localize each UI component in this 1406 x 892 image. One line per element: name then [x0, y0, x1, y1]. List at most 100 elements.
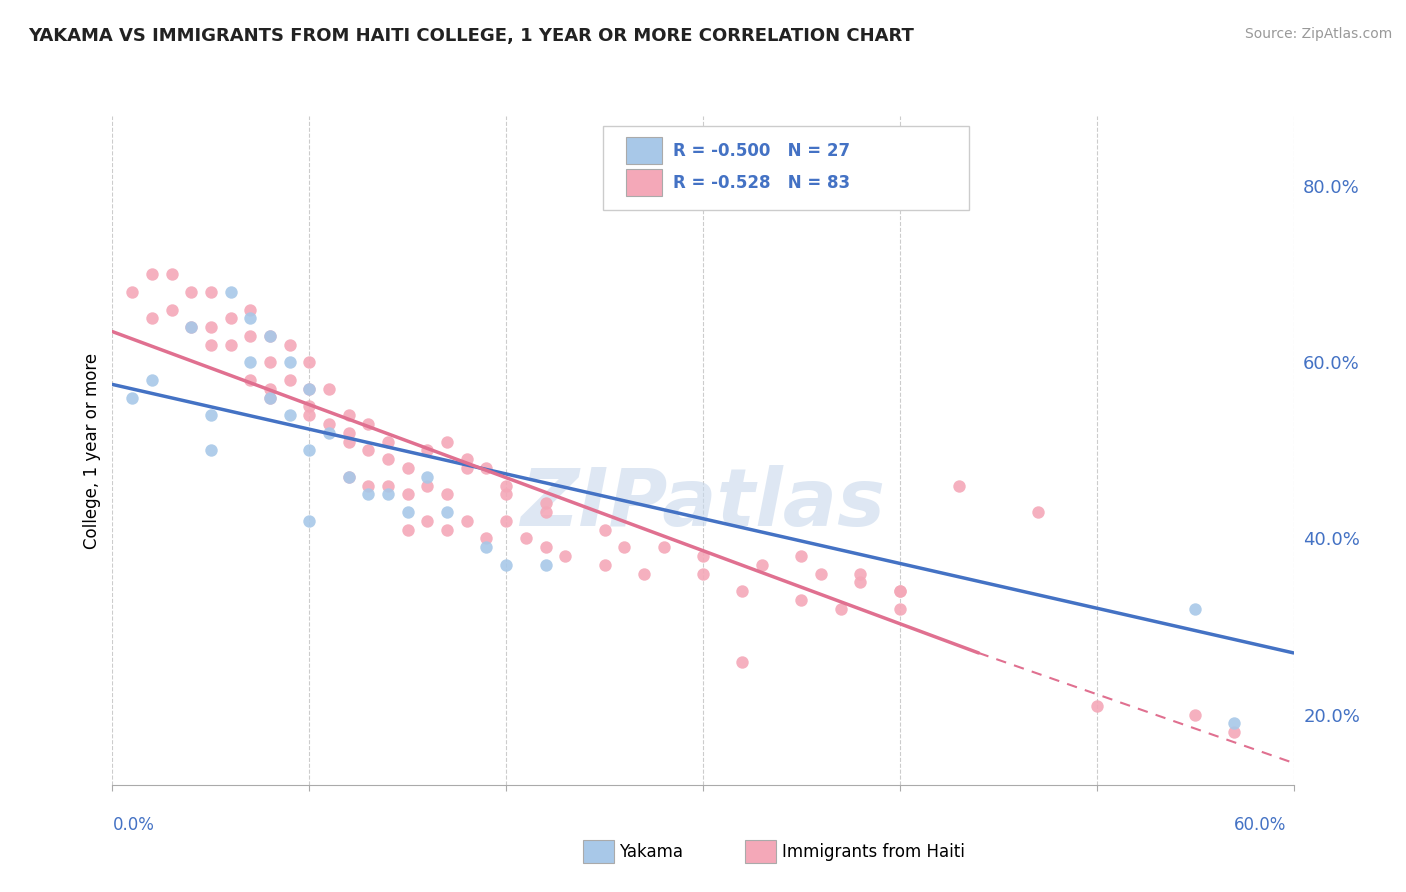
Point	[1085, 698, 1108, 713]
Point	[239, 329, 262, 343]
Point	[318, 417, 340, 431]
Point	[357, 478, 380, 492]
Point	[436, 523, 458, 537]
Point	[475, 532, 498, 546]
Point	[436, 505, 458, 519]
Point	[416, 443, 439, 458]
Point	[593, 558, 616, 572]
Point	[239, 302, 262, 317]
Point	[377, 487, 399, 501]
Point	[278, 409, 301, 423]
Point	[160, 302, 183, 317]
Point	[830, 602, 852, 616]
Point	[436, 434, 458, 449]
Point	[219, 285, 242, 299]
Point	[239, 373, 262, 387]
Point	[298, 382, 321, 396]
Point	[298, 443, 321, 458]
Point	[377, 478, 399, 492]
Point	[239, 355, 262, 369]
Point	[318, 425, 340, 440]
Text: Source: ZipAtlas.com: Source: ZipAtlas.com	[1244, 27, 1392, 41]
Point	[554, 549, 576, 563]
Point	[259, 391, 281, 405]
Point	[396, 505, 419, 519]
Point	[141, 373, 163, 387]
Point	[337, 470, 360, 484]
Point	[396, 487, 419, 501]
FancyBboxPatch shape	[626, 137, 662, 164]
Point	[456, 514, 478, 528]
Point	[298, 400, 321, 414]
Point	[239, 311, 262, 326]
Text: YAKAMA VS IMMIGRANTS FROM HAITI COLLEGE, 1 YEAR OR MORE CORRELATION CHART: YAKAMA VS IMMIGRANTS FROM HAITI COLLEGE,…	[28, 27, 914, 45]
Point	[534, 541, 557, 555]
Point	[790, 549, 813, 563]
Point	[200, 285, 222, 299]
Point	[731, 655, 754, 669]
Point	[278, 373, 301, 387]
Text: Immigrants from Haiti: Immigrants from Haiti	[782, 843, 965, 861]
FancyBboxPatch shape	[626, 169, 662, 196]
Point	[298, 355, 321, 369]
Point	[357, 417, 380, 431]
Point	[396, 523, 419, 537]
Point	[889, 584, 911, 599]
Point	[456, 461, 478, 475]
Point	[160, 268, 183, 282]
Point	[396, 461, 419, 475]
Point	[200, 338, 222, 352]
Point	[416, 478, 439, 492]
Point	[475, 461, 498, 475]
Text: R = -0.500   N = 27: R = -0.500 N = 27	[673, 142, 851, 160]
Point	[849, 575, 872, 590]
Point	[534, 496, 557, 510]
Point	[495, 558, 517, 572]
Point	[1184, 602, 1206, 616]
Point	[337, 425, 360, 440]
Point	[889, 602, 911, 616]
Point	[298, 514, 321, 528]
Point	[377, 452, 399, 467]
Point	[495, 478, 517, 492]
Point	[593, 523, 616, 537]
Point	[278, 355, 301, 369]
Point	[534, 505, 557, 519]
Point	[613, 541, 636, 555]
Point	[436, 487, 458, 501]
Point	[180, 320, 202, 334]
Point	[141, 268, 163, 282]
Point	[1026, 505, 1049, 519]
Text: ZIPatlas: ZIPatlas	[520, 465, 886, 543]
FancyBboxPatch shape	[603, 126, 969, 210]
Point	[141, 311, 163, 326]
Point	[259, 355, 281, 369]
Point	[475, 541, 498, 555]
Point	[810, 566, 832, 581]
Point	[337, 434, 360, 449]
Point	[692, 566, 714, 581]
Point	[200, 320, 222, 334]
Point	[337, 409, 360, 423]
Point	[1184, 707, 1206, 722]
Text: 60.0%: 60.0%	[1234, 816, 1286, 834]
Point	[495, 487, 517, 501]
Point	[259, 329, 281, 343]
Point	[200, 409, 222, 423]
Text: Yakama: Yakama	[619, 843, 683, 861]
Point	[357, 443, 380, 458]
Point	[633, 566, 655, 581]
Text: R = -0.528   N = 83: R = -0.528 N = 83	[673, 174, 851, 192]
Point	[790, 593, 813, 607]
Text: 0.0%: 0.0%	[112, 816, 155, 834]
Point	[259, 382, 281, 396]
Point	[731, 584, 754, 599]
Point	[259, 391, 281, 405]
Point	[121, 285, 143, 299]
Point	[377, 434, 399, 449]
Point	[259, 329, 281, 343]
Point	[495, 514, 517, 528]
Point	[948, 478, 970, 492]
Point	[889, 584, 911, 599]
Point	[357, 487, 380, 501]
